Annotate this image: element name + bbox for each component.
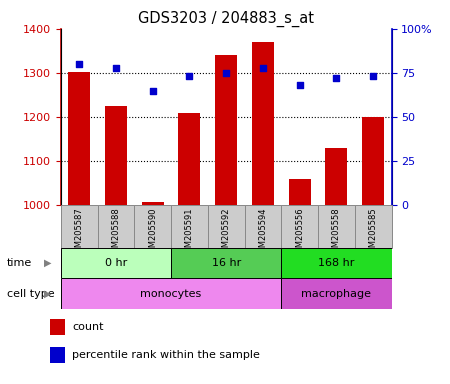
Bar	[61, 248, 171, 278]
Bar	[61, 205, 98, 248]
Point	[259, 65, 266, 71]
Text: GSM205590: GSM205590	[148, 207, 157, 258]
Bar	[362, 117, 384, 205]
Title: GDS3203 / 204883_s_at: GDS3203 / 204883_s_at	[138, 11, 314, 27]
Bar	[252, 42, 274, 205]
Point	[222, 70, 230, 76]
Text: monocytes: monocytes	[140, 289, 202, 299]
Text: GSM205588: GSM205588	[112, 207, 121, 258]
Bar	[142, 202, 164, 205]
Text: percentile rank within the sample: percentile rank within the sample	[72, 350, 260, 360]
Text: 0 hr: 0 hr	[105, 258, 127, 268]
Bar	[50, 319, 64, 335]
Bar	[318, 205, 355, 248]
Bar	[98, 205, 134, 248]
Bar	[50, 346, 64, 363]
Bar	[208, 205, 244, 248]
Text: ▶: ▶	[44, 258, 51, 268]
Bar	[68, 72, 90, 205]
Bar	[215, 55, 237, 205]
Text: GSM205592: GSM205592	[221, 207, 230, 258]
Text: GSM205594: GSM205594	[258, 207, 267, 258]
Bar	[171, 248, 281, 278]
Text: macrophage: macrophage	[302, 289, 371, 299]
Text: cell type: cell type	[7, 289, 54, 299]
Text: GSM205587: GSM205587	[75, 207, 84, 258]
Bar	[178, 113, 200, 205]
Point	[76, 61, 83, 67]
Bar	[244, 205, 281, 248]
Bar	[281, 278, 392, 309]
Point	[369, 73, 377, 79]
Text: time: time	[7, 258, 32, 268]
Text: GSM205556: GSM205556	[295, 207, 304, 258]
Point	[112, 65, 120, 71]
Text: 168 hr: 168 hr	[318, 258, 355, 268]
Text: GSM205558: GSM205558	[332, 207, 341, 258]
Text: ▶: ▶	[44, 289, 51, 299]
Bar	[281, 205, 318, 248]
Point	[186, 73, 193, 79]
Text: count: count	[72, 322, 104, 332]
Bar	[288, 179, 310, 205]
Bar	[281, 248, 392, 278]
Text: GSM205585: GSM205585	[369, 207, 378, 258]
Point	[149, 88, 156, 94]
Bar	[134, 205, 171, 248]
Bar	[355, 205, 392, 248]
Bar	[171, 205, 208, 248]
Point	[333, 75, 340, 81]
Text: 16 hr: 16 hr	[212, 258, 241, 268]
Bar	[325, 148, 347, 205]
Bar	[61, 278, 281, 309]
Point	[296, 82, 303, 88]
Bar	[105, 106, 127, 205]
Text: GSM205591: GSM205591	[185, 207, 194, 258]
